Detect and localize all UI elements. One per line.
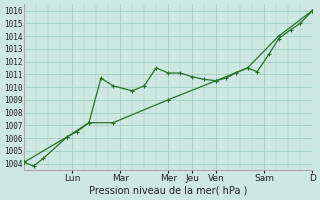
X-axis label: Pression niveau de la mer( hPa ): Pression niveau de la mer( hPa )	[89, 186, 247, 196]
